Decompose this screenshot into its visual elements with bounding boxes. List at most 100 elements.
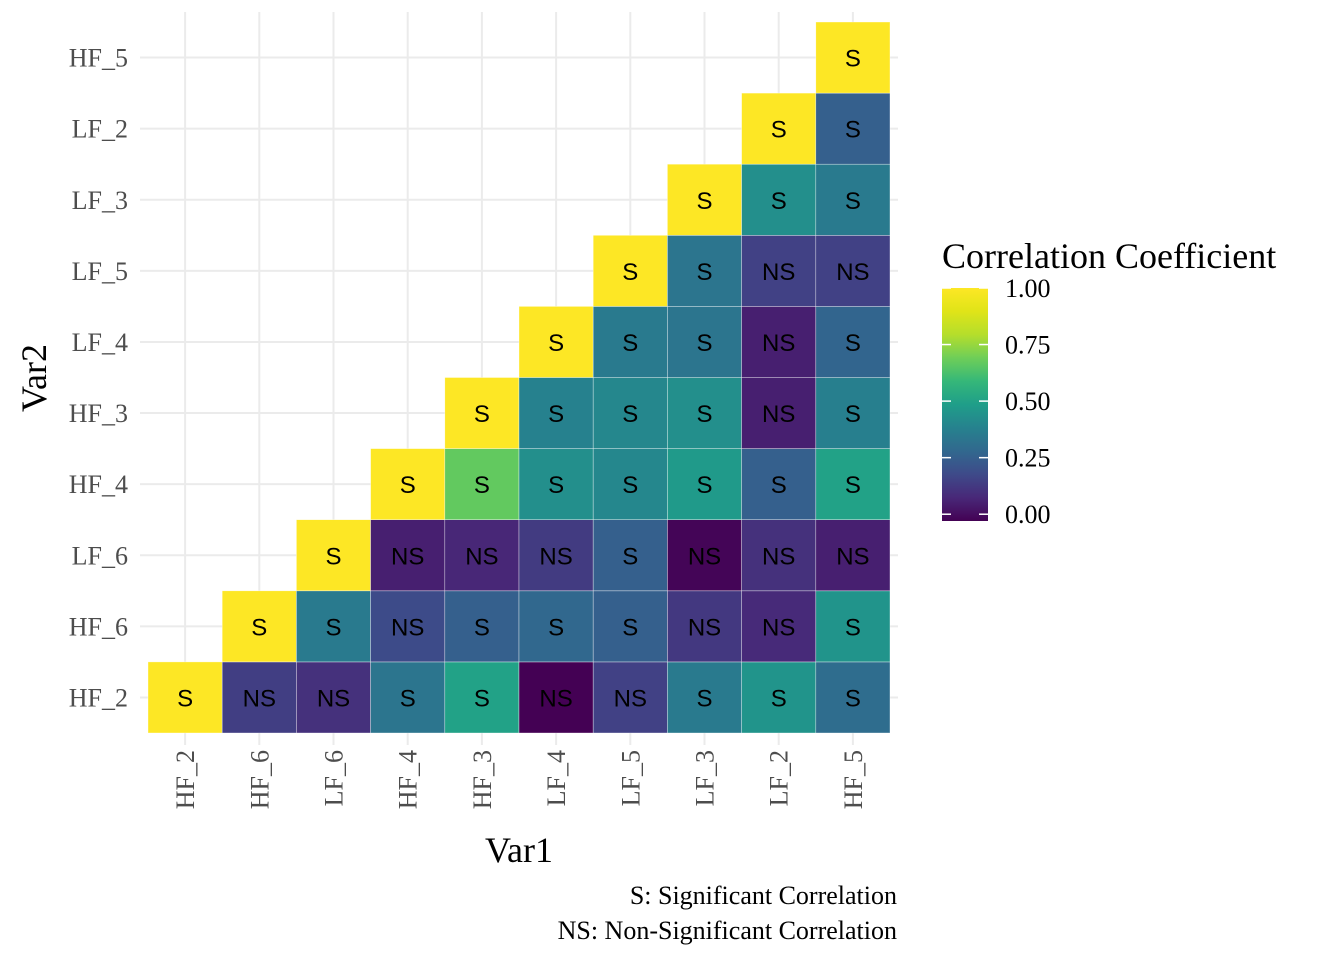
y-tick-label-LF_4: LF_4	[72, 328, 128, 357]
x-tick-label-LF_5: LF_5	[616, 750, 645, 806]
cell-label-LF_5-LF_6: S	[622, 543, 638, 570]
legend-ticks: 1.00 0.75 0.50 0.25 0.00	[942, 274, 1051, 529]
cell-label-LF_2-HF_3: NS	[762, 401, 795, 428]
cell-label-HF_6-HF_2: NS	[243, 685, 276, 712]
legend-tick-label: 0.50	[1005, 387, 1051, 416]
cell-label-LF_2-LF_5: NS	[762, 259, 795, 286]
heatmap-cell-LF_5-HF_3	[592, 377, 668, 449]
cell-label-LF_4-HF_3: S	[548, 401, 564, 428]
cell-label-LF_2-HF_2: S	[771, 685, 787, 712]
heatmap-cell-HF_5-LF_6	[815, 519, 891, 592]
caption-line-1: S: Significant Correlation	[630, 881, 897, 910]
legend-tick-label: 0.25	[1005, 444, 1051, 473]
heatmap-cell-LF_4-HF_6	[518, 590, 594, 663]
cell-label-HF_5-HF_6: S	[845, 614, 861, 641]
heatmap-cell-LF_3-HF_2	[667, 661, 742, 734]
heatmap-cell-HF_5-HF_4	[815, 448, 891, 521]
cell-label-HF_5-HF_3: S	[845, 401, 861, 428]
heatmap-cells	[147, 21, 891, 734]
cell-labels: S NS NS S S NS NS S S S S S NS S S S NS NS S S NS NS NS S NS NS NS…	[177, 46, 869, 713]
x-tick-label-LF_3: LF_3	[691, 750, 720, 806]
heatmap-cell-LF_5-HF_2	[592, 661, 668, 734]
heatmap-cell-LF_6-HF_2	[296, 661, 371, 734]
heatmap-cell-HF_4-HF_2	[370, 661, 446, 734]
heatmap-cell-LF_5-LF_5	[592, 235, 668, 307]
heatmap-cell-LF_4-LF_4	[518, 306, 594, 378]
x-tick-label-HF_6: HF_6	[245, 750, 274, 809]
cell-label-HF_5-LF_2: S	[845, 117, 861, 144]
legend-tick-label: 0.00	[1005, 500, 1051, 529]
cell-label-HF_2-HF_2: S	[177, 685, 193, 712]
heatmap-cell-HF_3-HF_6	[444, 590, 520, 663]
cell-label-LF_2-LF_4: NS	[762, 330, 795, 357]
cell-label-LF_2-LF_6: NS	[762, 543, 795, 570]
heatmap-cell-HF_5-LF_3	[815, 163, 891, 236]
cell-label-HF_3-HF_6: S	[474, 614, 490, 641]
cell-label-HF_3-HF_4: S	[474, 472, 490, 499]
cell-label-LF_5-HF_6: S	[622, 614, 638, 641]
cell-label-LF_3-LF_4: S	[696, 330, 712, 357]
cell-label-LF_3-HF_3: S	[696, 401, 712, 428]
y-tick-label-LF_2: LF_2	[72, 115, 128, 144]
y-axis-ticks: HF_2 HF_6 LF_6 HF_4 HF_3 LF_4 LF_5 LF_3 LF_2 HF_5	[69, 44, 128, 713]
heatmap-cell-LF_4-HF_2	[518, 661, 594, 734]
heatmap-cell-LF_6-LF_6	[296, 519, 371, 592]
cell-label-HF_5-LF_5: NS	[836, 259, 869, 286]
x-axis-title: Var1	[485, 830, 553, 870]
heatmap-cell-LF_3-LF_5	[667, 235, 742, 307]
y-axis-title: Var2	[14, 344, 54, 412]
heatmap-cell-HF_6-HF_6	[221, 590, 297, 663]
heatmap-cell-HF_4-HF_4	[370, 448, 446, 521]
cell-label-HF_4-HF_2: S	[400, 685, 416, 712]
heatmap-cell-LF_2-HF_6	[741, 590, 817, 663]
cell-label-LF_5-HF_4: S	[622, 472, 638, 499]
heatmap-cell-HF_4-LF_6	[370, 519, 446, 592]
heatmap-cell-LF_3-HF_4	[667, 448, 742, 521]
cell-label-LF_2-HF_4: S	[771, 472, 787, 499]
heatmap-cell-LF_5-HF_4	[592, 448, 668, 521]
legend-colorbar	[942, 288, 988, 521]
cell-label-HF_5-LF_6: NS	[836, 543, 869, 570]
cell-label-LF_5-LF_5: S	[622, 259, 638, 286]
cell-label-LF_4-HF_2: NS	[539, 685, 572, 712]
cell-label-LF_3-LF_5: S	[696, 259, 712, 286]
heatmap-cell-HF_5-HF_6	[815, 590, 891, 663]
x-tick-label-LF_2: LF_2	[765, 750, 794, 806]
heatmap-cell-LF_3-LF_6	[667, 519, 742, 592]
cell-label-LF_4-LF_6: NS	[539, 543, 572, 570]
cell-label-HF_5-HF_5: S	[845, 46, 861, 73]
heatmap-cell-HF_3-LF_6	[444, 519, 520, 592]
y-tick-label-HF_4: HF_4	[69, 470, 128, 499]
heatmap-cell-LF_2-HF_2	[741, 661, 817, 734]
heatmap-cell-HF_5-LF_5	[815, 235, 891, 307]
cell-label-HF_3-HF_3: S	[474, 401, 490, 428]
y-tick-label-LF_3: LF_3	[72, 186, 128, 215]
heatmap-cell-LF_2-LF_6	[741, 519, 817, 592]
x-tick-label-LF_4: LF_4	[542, 750, 571, 806]
caption-line-2: NS: Non-Significant Correlation	[558, 916, 897, 945]
cell-label-LF_5-LF_4: S	[622, 330, 638, 357]
cell-label-LF_5-HF_2: NS	[614, 685, 647, 712]
cell-label-LF_4-LF_4: S	[548, 330, 564, 357]
cell-label-LF_3-HF_4: S	[696, 472, 712, 499]
heatmap-cell-HF_5-HF_5	[815, 21, 891, 94]
cell-label-HF_4-HF_6: NS	[391, 614, 424, 641]
heatmap-cell-LF_5-HF_6	[592, 590, 668, 663]
cell-label-HF_5-HF_4: S	[845, 472, 861, 499]
cell-label-LF_6-HF_2: NS	[317, 685, 350, 712]
x-tick-label-HF_4: HF_4	[394, 750, 423, 809]
cell-label-HF_3-LF_6: NS	[465, 543, 498, 570]
chart-caption: S: Significant Correlation NS: Non-Signi…	[558, 881, 897, 945]
legend-tick-label: 0.75	[1005, 331, 1051, 360]
legend-title: Correlation Coefficient	[942, 236, 1276, 276]
cell-label-LF_3-LF_6: NS	[688, 543, 721, 570]
legend-tick-label: 1.00	[1005, 274, 1051, 303]
heatmap-cell-LF_3-LF_3	[667, 163, 742, 236]
y-tick-label-HF_3: HF_3	[69, 399, 128, 428]
heatmap-cell-HF_5-HF_2	[815, 661, 891, 734]
y-tick-label-LF_5: LF_5	[72, 257, 128, 286]
cell-label-LF_3-LF_3: S	[696, 188, 712, 215]
cell-label-LF_6-LF_6: S	[325, 543, 341, 570]
heatmap-cell-HF_5-LF_4	[815, 306, 891, 378]
